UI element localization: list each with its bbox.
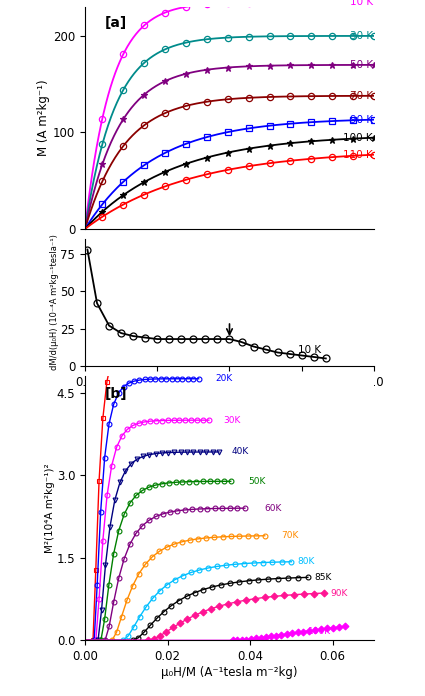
- Y-axis label: dM/d(μ₀H) (10⁻⁴A m²kg⁻¹tesla⁻¹): dM/d(μ₀H) (10⁻⁴A m²kg⁻¹tesla⁻¹): [50, 235, 59, 370]
- Text: 90K: 90K: [331, 589, 348, 598]
- Y-axis label: M²(10⁴A m²kg⁻¹)²: M²(10⁴A m²kg⁻¹)²: [45, 464, 55, 553]
- Text: [b]: [b]: [105, 387, 128, 401]
- X-axis label: μ₀H (tesla): μ₀H (tesla): [198, 391, 261, 404]
- Text: 10 K: 10 K: [298, 345, 321, 356]
- Text: 70K: 70K: [281, 531, 298, 540]
- Text: 20K: 20K: [215, 374, 232, 383]
- Text: 70 K: 70 K: [350, 90, 373, 101]
- Text: 80K: 80K: [298, 557, 315, 567]
- Text: [a]: [a]: [105, 16, 128, 30]
- X-axis label: μ₀H/M (A⁻¹tesla m⁻²kg): μ₀H/M (A⁻¹tesla m⁻²kg): [161, 666, 298, 679]
- Text: 50K: 50K: [248, 477, 266, 486]
- Text: 50 K: 50 K: [350, 60, 373, 70]
- Text: 90 K: 90 K: [350, 115, 373, 125]
- Text: 100 K: 100 K: [343, 133, 373, 143]
- Y-axis label: M (A m²kg⁻¹): M (A m²kg⁻¹): [37, 79, 50, 156]
- Text: 40K: 40K: [232, 448, 249, 457]
- Text: 10 K: 10 K: [350, 0, 373, 7]
- Text: 60K: 60K: [265, 504, 282, 513]
- Text: 85K: 85K: [314, 573, 332, 582]
- Text: 30 K: 30 K: [350, 31, 373, 41]
- Text: 110 K: 110 K: [343, 150, 373, 159]
- Text: 30K: 30K: [223, 416, 241, 425]
- Text: 100K: 100K: [308, 626, 331, 635]
